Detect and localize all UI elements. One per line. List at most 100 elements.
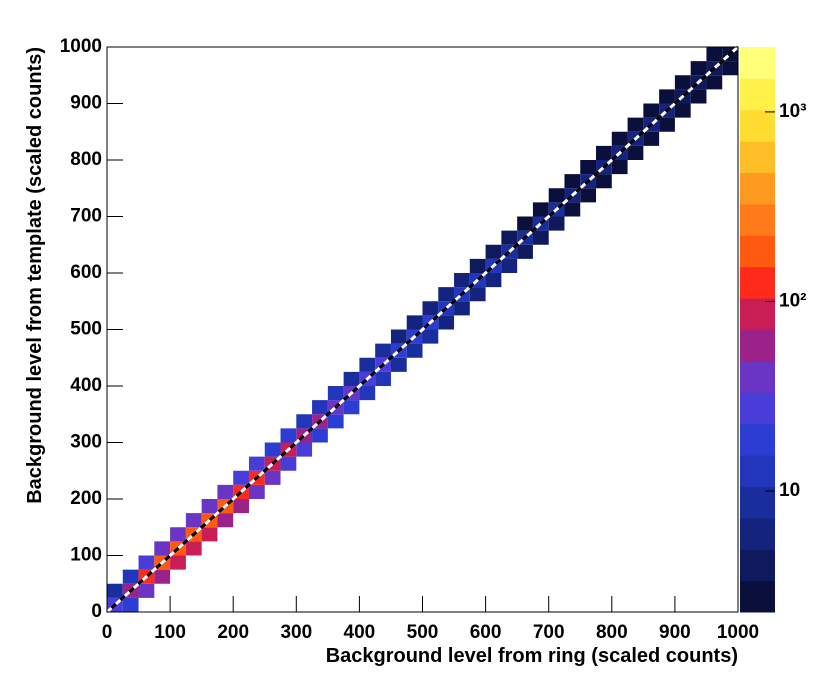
colorbar-tick-label: 10³ [779, 101, 806, 122]
cell [375, 343, 391, 358]
cell [233, 499, 249, 514]
cell [659, 117, 675, 132]
heatmap-cells [105, 45, 740, 614]
colorbar-band [740, 141, 775, 174]
y-tick-label: 0 [91, 601, 102, 622]
y-tick-label: 200 [70, 488, 102, 509]
cell [564, 174, 581, 189]
cell [406, 343, 423, 358]
cell [248, 456, 265, 471]
cell [532, 202, 549, 217]
cell [122, 569, 139, 584]
cell [643, 131, 660, 146]
cell [438, 315, 455, 330]
cell [343, 371, 360, 386]
cell [359, 357, 376, 372]
cell [469, 287, 486, 302]
y-tick-label: 1000 [60, 36, 102, 57]
cell [217, 513, 234, 528]
cell [138, 555, 155, 570]
x-tick-label: 100 [154, 622, 186, 643]
cell [454, 301, 470, 316]
x-tick-label: 0 [102, 622, 113, 643]
cell [312, 428, 328, 443]
cell [280, 428, 297, 443]
cell [343, 400, 360, 415]
reference-line-dash [105, 45, 740, 614]
colorbar-band [740, 360, 775, 393]
cell [580, 188, 597, 203]
cell [722, 61, 738, 76]
colorbar-band [740, 580, 775, 613]
x-tick-label: 400 [344, 622, 376, 643]
cell [264, 470, 281, 485]
cell [375, 371, 391, 386]
x-axis-title: Background level from ring (scaled count… [326, 645, 738, 667]
x-tick-label: 200 [217, 622, 249, 643]
cell [706, 75, 723, 90]
cell [438, 287, 455, 302]
cell [280, 456, 297, 471]
cell [611, 131, 628, 146]
colorbar-band [740, 78, 775, 111]
colorbar-band [740, 172, 775, 205]
y-tick-label: 600 [70, 262, 102, 283]
cell [296, 414, 313, 429]
cell [154, 569, 171, 584]
cell [233, 470, 249, 485]
cell [138, 583, 155, 598]
colorbar-band [740, 329, 775, 362]
colorbar-band [740, 486, 775, 519]
y-tick-label: 300 [70, 432, 102, 453]
cell [296, 442, 313, 457]
cell [485, 244, 502, 259]
cell [185, 513, 202, 528]
y-tick-label: 400 [70, 375, 102, 396]
cell [532, 230, 549, 245]
cell [170, 555, 186, 570]
cell [390, 329, 407, 344]
cell [659, 89, 675, 104]
colorbar-band [740, 203, 775, 236]
cell [548, 216, 565, 231]
cell [359, 386, 376, 401]
y-tick-label: 500 [70, 319, 102, 340]
x-tick-label: 600 [470, 622, 502, 643]
cell [154, 541, 171, 556]
cell [248, 484, 265, 499]
x-tick-label: 1000 [717, 622, 759, 643]
cell [611, 160, 628, 175]
cell [201, 527, 218, 542]
y-axis-title: Background level from template (scaled c… [24, 47, 46, 504]
cell [217, 484, 234, 499]
cell [422, 329, 439, 344]
cell [643, 103, 660, 118]
cell [327, 414, 344, 429]
colorbar-tick-label: 10 [779, 480, 800, 501]
colorbar-band [740, 423, 775, 456]
cell [596, 174, 612, 189]
cell [517, 244, 533, 259]
x-tick-label: 800 [596, 622, 628, 643]
x-tick-label: 700 [533, 622, 565, 643]
cell [107, 583, 123, 598]
cell [580, 160, 597, 175]
cell [596, 145, 612, 160]
cell [627, 117, 644, 132]
cell [690, 89, 707, 104]
colorbar-band [740, 235, 775, 268]
cell [627, 145, 644, 160]
cell [122, 597, 139, 612]
cell [674, 103, 691, 118]
x-tick-label: 900 [659, 622, 691, 643]
colorbar-band [740, 109, 775, 142]
cell [485, 273, 502, 288]
cell [406, 315, 423, 330]
cell [264, 442, 281, 457]
colorbar-band [740, 266, 775, 299]
cell [170, 527, 186, 542]
y-tick-label: 800 [70, 149, 102, 170]
cell [548, 188, 565, 203]
cell [674, 75, 691, 90]
